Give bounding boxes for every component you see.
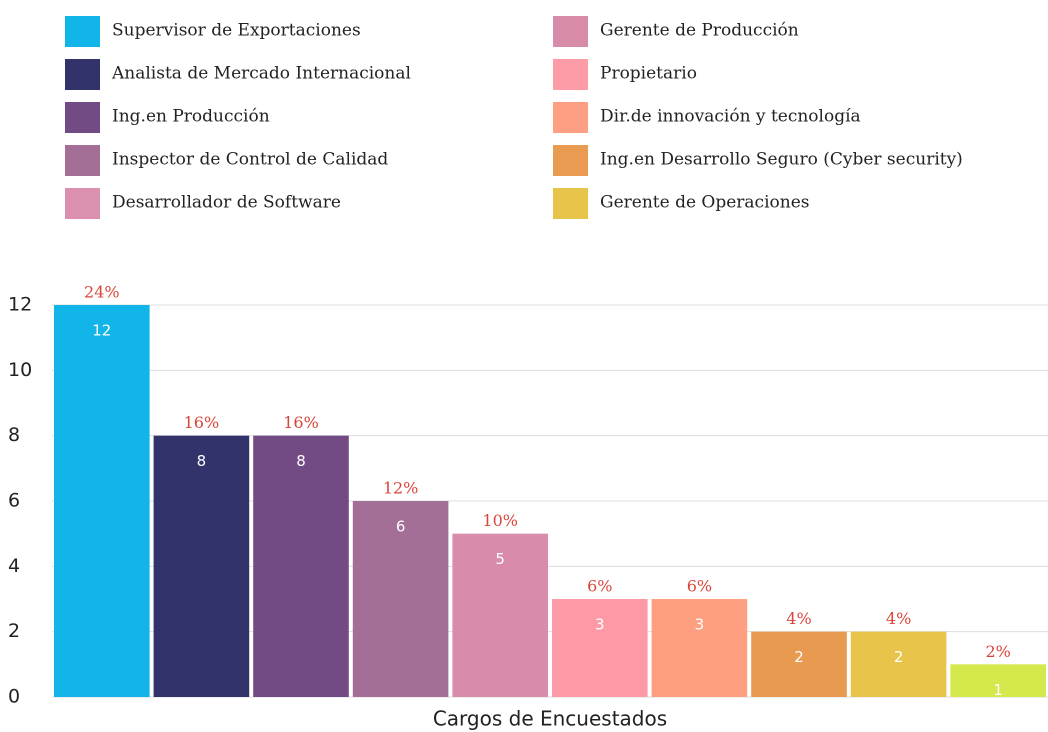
value-label: 5 bbox=[495, 550, 505, 568]
bar bbox=[751, 631, 847, 697]
percent-label: 12% bbox=[383, 479, 419, 498]
percent-label: 16% bbox=[283, 413, 319, 432]
legend-swatch bbox=[65, 145, 100, 176]
percent-label: 4% bbox=[786, 609, 811, 628]
percent-label: 6% bbox=[687, 577, 712, 596]
bar bbox=[54, 305, 150, 697]
legend-label: Supervisor de Exportaciones bbox=[112, 21, 361, 41]
y-tick-label: 8 bbox=[8, 424, 20, 446]
legend-swatch bbox=[553, 188, 588, 219]
y-tick-label: 4 bbox=[8, 555, 20, 577]
legend-label: Ing.en Producción bbox=[112, 107, 270, 127]
legend-swatch bbox=[553, 16, 588, 47]
legend-label: Gerente de Producción bbox=[600, 21, 799, 41]
bar bbox=[950, 664, 1046, 697]
value-label: 3 bbox=[695, 616, 705, 634]
bar bbox=[452, 533, 548, 697]
y-tick-label: 0 bbox=[8, 686, 20, 708]
legend-swatch bbox=[65, 188, 100, 219]
value-label: 3 bbox=[595, 616, 605, 634]
value-label: 6 bbox=[396, 518, 406, 536]
legend-swatch bbox=[553, 102, 588, 133]
value-label: 8 bbox=[197, 452, 207, 470]
percent-label: 4% bbox=[886, 609, 911, 628]
bar bbox=[352, 501, 449, 697]
bar bbox=[253, 435, 349, 697]
legend-label: Ing.en Desarrollo Seguro (Cyber security… bbox=[600, 150, 963, 170]
y-tick-label: 2 bbox=[8, 620, 20, 642]
legend-label: Gerente de Operaciones bbox=[600, 193, 810, 213]
legend-label: Dir.de innovación y tecnología bbox=[600, 107, 861, 127]
bar bbox=[552, 599, 648, 697]
bar bbox=[850, 631, 947, 697]
value-label: 1 bbox=[993, 681, 1003, 699]
percent-label: 6% bbox=[587, 577, 612, 596]
value-label: 2 bbox=[794, 648, 804, 666]
legend-swatch bbox=[65, 16, 100, 47]
value-label: 12 bbox=[92, 322, 111, 340]
y-tick-label: 10 bbox=[8, 359, 32, 381]
legend-label: Propietario bbox=[600, 64, 697, 84]
x-axis-label: Cargos de Encuestados bbox=[433, 707, 667, 731]
value-label: 2 bbox=[894, 648, 904, 666]
percent-label: 16% bbox=[184, 413, 220, 432]
bar bbox=[651, 599, 748, 697]
y-tick-label: 12 bbox=[8, 294, 32, 316]
percent-label: 2% bbox=[986, 642, 1011, 661]
value-label: 8 bbox=[296, 452, 306, 470]
legend-swatch bbox=[65, 102, 100, 133]
legend-label: Analista de Mercado Internacional bbox=[111, 64, 411, 84]
legend-swatch bbox=[553, 145, 588, 176]
legend-swatch bbox=[65, 59, 100, 90]
legend-label: Inspector de Control de Calidad bbox=[112, 150, 388, 170]
percent-label: 10% bbox=[482, 511, 518, 530]
percent-label: 24% bbox=[84, 283, 120, 302]
legend-label: Desarrollador de Software bbox=[112, 193, 341, 213]
bar bbox=[153, 435, 250, 697]
y-tick-label: 6 bbox=[8, 490, 20, 512]
legend-swatch bbox=[553, 59, 588, 90]
